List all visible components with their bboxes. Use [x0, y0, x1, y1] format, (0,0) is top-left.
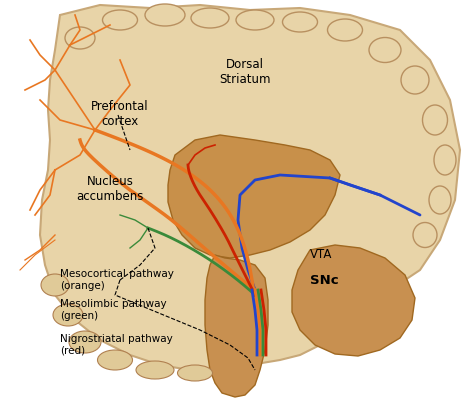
- Ellipse shape: [98, 350, 133, 370]
- Text: SNc: SNc: [310, 273, 338, 286]
- Ellipse shape: [102, 10, 137, 30]
- Polygon shape: [292, 245, 415, 356]
- Ellipse shape: [413, 223, 437, 247]
- Ellipse shape: [283, 12, 318, 32]
- Text: VTA: VTA: [310, 249, 332, 261]
- Ellipse shape: [177, 365, 212, 381]
- Text: Prefrontal
cortex: Prefrontal cortex: [91, 100, 149, 128]
- Text: Mesocortical pathway
(orange): Mesocortical pathway (orange): [60, 269, 174, 291]
- Ellipse shape: [191, 8, 229, 28]
- Ellipse shape: [422, 105, 447, 135]
- Polygon shape: [40, 5, 460, 370]
- Text: Mesolimbic pathway
(green): Mesolimbic pathway (green): [60, 299, 167, 321]
- Ellipse shape: [65, 27, 95, 49]
- Ellipse shape: [53, 304, 83, 326]
- Ellipse shape: [401, 66, 429, 94]
- Ellipse shape: [136, 361, 174, 379]
- Ellipse shape: [434, 145, 456, 175]
- Ellipse shape: [69, 331, 101, 353]
- Ellipse shape: [41, 274, 69, 296]
- Ellipse shape: [328, 19, 363, 41]
- Ellipse shape: [369, 38, 401, 63]
- Ellipse shape: [236, 10, 274, 30]
- Polygon shape: [168, 135, 340, 258]
- Polygon shape: [205, 255, 268, 397]
- Text: Nucleus
accumbens: Nucleus accumbens: [76, 175, 144, 203]
- Ellipse shape: [429, 186, 451, 214]
- Ellipse shape: [145, 4, 185, 26]
- Text: Nigrostriatal pathway
(red): Nigrostriatal pathway (red): [60, 334, 173, 356]
- Text: Dorsal
Striatum: Dorsal Striatum: [219, 58, 271, 86]
